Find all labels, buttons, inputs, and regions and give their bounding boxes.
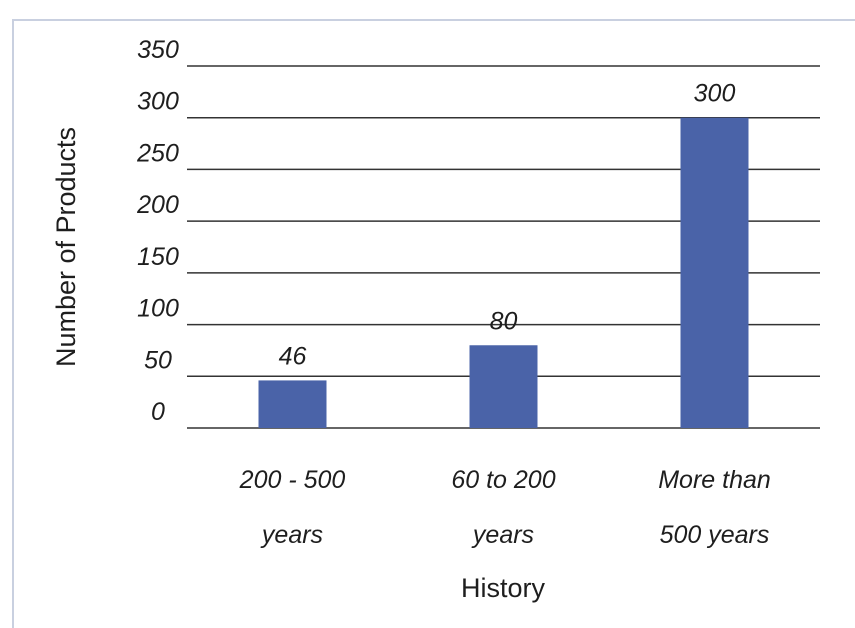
x-category-label: years	[471, 521, 534, 549]
data-labels: 46 80 300	[279, 80, 736, 371]
bar-2	[680, 117, 749, 428]
data-label-1: 80	[490, 307, 518, 335]
y-tick-label: 150	[137, 243, 179, 271]
bars	[258, 117, 749, 428]
bar-0	[258, 380, 327, 428]
x-category-label: 60 to 200	[451, 466, 555, 494]
x-category-label: 500 years	[660, 521, 770, 549]
data-label-0: 46	[279, 342, 307, 370]
y-axis-title: Number of Products	[51, 127, 81, 367]
y-tick-label: 0	[151, 398, 165, 426]
x-category-label: 200 - 500	[239, 466, 346, 494]
x-category-label: More than	[658, 466, 771, 494]
x-axis-categories: 200 - 500 years 60 to 200 years More than 500…	[239, 466, 771, 549]
y-tick-label: 300	[137, 88, 179, 116]
bar-1	[469, 345, 538, 428]
y-tick-label: 50	[144, 346, 172, 374]
x-category-label: years	[260, 521, 323, 549]
y-tick-label: 250	[136, 139, 179, 167]
y-tick-label: 200	[136, 191, 179, 219]
y-tick-label: 100	[137, 295, 179, 323]
y-axis-ticks: 0 50 100 150 200 250 300 350	[136, 36, 179, 426]
x-axis-title: History	[461, 573, 546, 603]
chart-frame	[12, 19, 855, 628]
y-tick-label: 350	[137, 36, 179, 64]
data-label-2: 300	[694, 80, 736, 108]
